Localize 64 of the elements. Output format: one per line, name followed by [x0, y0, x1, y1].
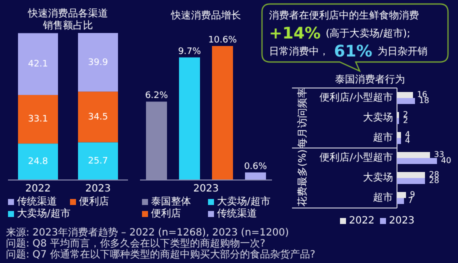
y-tick-label: 大卖场 [363, 112, 393, 124]
bar [78, 92, 118, 142]
bar [78, 33, 118, 92]
data-label: 7 [408, 196, 414, 206]
data-label: 9.7% [178, 46, 202, 57]
bar [397, 158, 437, 164]
text: 为日杂开销 [377, 46, 428, 58]
source-note: 来源: 2023年消费者趋势 – 2022 (n=1268), 2023 (n=1200) [6, 226, 290, 239]
legend-label: 便利店 [79, 196, 109, 208]
legend-label: 2023 [389, 216, 414, 227]
data-label: 40 [441, 156, 452, 166]
bar [397, 198, 404, 204]
text: +14% [269, 23, 321, 42]
y-tick-label: 大卖场 [363, 172, 393, 184]
data-label: 2 [403, 116, 408, 126]
text: 消费者在便利店中的生鲜食物消费 [269, 10, 419, 22]
bar [397, 98, 415, 104]
data-label: 18 [419, 96, 430, 106]
data-label: 24.8 [28, 157, 48, 168]
bar [397, 138, 401, 144]
text: (高于大卖场/超市); [326, 28, 410, 40]
text: 每月访问频率 [296, 88, 309, 148]
legend-label: 传统渠道 [17, 196, 57, 208]
y-tick-label: 便利店/小型超市 [320, 152, 393, 164]
data-label: 10.6% [208, 35, 238, 46]
text: 问题: Q7 你通常在以下哪种类型的商超中购买大部分的食品杂货产品? [6, 248, 316, 261]
data-label: 0.6% [244, 162, 268, 172]
bar [397, 172, 425, 178]
y-tick-label: 便利店/小型超市 [320, 92, 393, 104]
text: 大卖场/超市 [217, 196, 270, 208]
y-tick-label: 超市 [373, 192, 393, 204]
bar [397, 92, 413, 98]
legend-label: 2022 [349, 216, 374, 227]
chart-title: 快速消费品增长 [170, 10, 241, 22]
data-label: 39.9 [88, 58, 108, 68]
bar [18, 33, 58, 95]
text: 传统渠道 [217, 208, 257, 220]
data-label: 34.5 [88, 112, 108, 122]
bar [397, 178, 425, 184]
data-label: 25.7 [88, 156, 108, 167]
bar [212, 46, 233, 180]
bar [18, 94, 58, 144]
data-label: 33.1 [28, 114, 48, 125]
text: 便利店 [151, 208, 181, 220]
bar [179, 57, 200, 180]
chart-title: 快速消费品各渠道销售额占比 [27, 8, 108, 32]
text: 泰国整体 [151, 196, 191, 208]
bar [397, 152, 430, 158]
data-label: 42.1 [28, 60, 48, 70]
bar [18, 144, 58, 180]
bar [78, 142, 118, 180]
bar [245, 172, 266, 180]
data-label: 6.2% [145, 91, 168, 102]
bar [397, 132, 401, 138]
text: 花费最多(%) [296, 149, 309, 207]
annotation: 日常消费中， [269, 46, 329, 58]
text: 问题: Q8 平均而言，你多久会在以下类型的商超购物一次? [6, 238, 266, 250]
data-label: 28 [429, 176, 440, 186]
bar [397, 192, 406, 198]
y-tick-label: 超市 [373, 132, 393, 144]
data-label: 4 [405, 136, 410, 146]
chart-title: 泰国消费者行为 [335, 74, 405, 86]
legend-label: 大卖场/超市 [17, 208, 70, 220]
text: 61% [334, 41, 372, 60]
